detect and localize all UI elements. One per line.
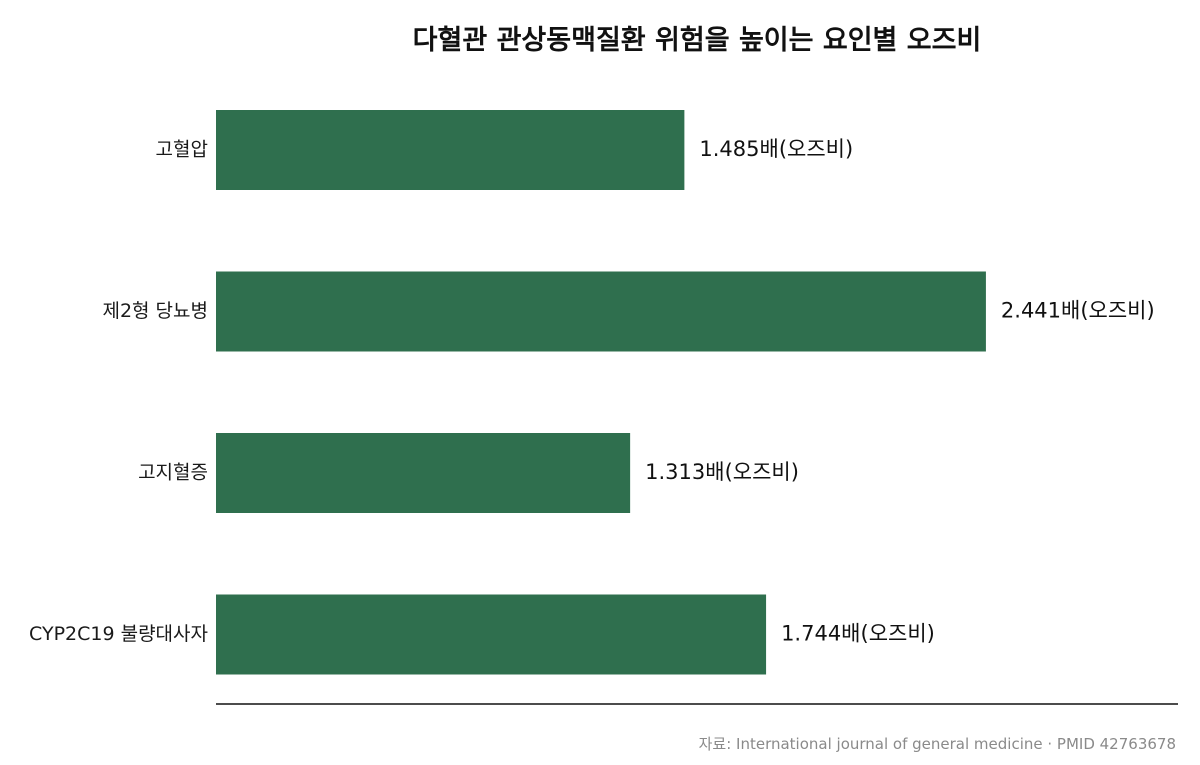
bar-3 — [216, 594, 767, 675]
bar-0 — [216, 110, 685, 190]
category-label-0: 고혈압 — [156, 139, 208, 161]
value-label-1: 2.441배(오즈비) — [1001, 299, 1155, 323]
source-note: 자료: International journal of general med… — [698, 735, 1176, 753]
value-label-0: 1.485배(오즈비) — [699, 137, 853, 161]
bar-1 — [216, 271, 986, 352]
category-label-3: CYP2C19 불량대사자 — [29, 623, 208, 645]
value-label-2: 1.313배(오즈비) — [645, 460, 799, 484]
bar-2 — [216, 433, 631, 513]
category-label-2: 고지혈증 — [138, 462, 208, 484]
value-label-3: 1.744배(오즈비) — [781, 622, 935, 646]
category-label-1: 제2형 당뇨병 — [102, 300, 208, 322]
chart-title: 다혈관 관상동맥질환 위험을 높이는 요인별 오즈비 — [412, 25, 982, 56]
